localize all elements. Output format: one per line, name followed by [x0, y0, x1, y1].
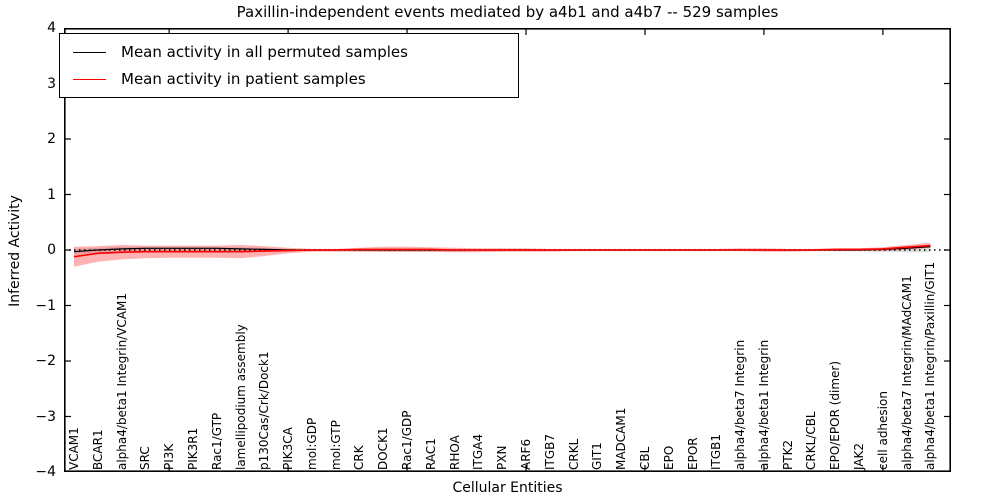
x-category-label: alpha4/beta7 Integrin [733, 339, 748, 470]
x-category-label: ITGA4 [471, 433, 486, 470]
x-category-label: Rac1/GTP [209, 412, 224, 470]
x-category-label: VCAM1 [67, 427, 81, 470]
legend-line-sample [73, 51, 106, 53]
y-tick-label: 3 [47, 75, 56, 92]
x-category-label: EPOR [685, 437, 700, 470]
x-category-label: EPO [661, 445, 676, 470]
x-category-label: ITGB7 [542, 433, 557, 470]
x-category-label: alpha4/beta1 Integrin/VCAM1 [114, 293, 129, 470]
x-category-label: RHOA [447, 435, 462, 470]
x-category-label: DOCK1 [376, 427, 391, 470]
y-tick-label: 0 [47, 242, 56, 258]
y-tick-label: −1 [35, 297, 56, 314]
plot-area [64, 27, 952, 473]
x-category-label: JAK2 [852, 442, 867, 470]
legend: Mean activity in all permuted samples Mea… [59, 33, 519, 98]
legend-label: Mean activity in all permuted samples [121, 43, 408, 61]
x-category-label: alpha4/beta1 Integrin [756, 339, 771, 470]
x-category-label: Rac1/GDP [400, 410, 415, 470]
x-category-label: PI3K [162, 443, 177, 470]
x-category-label: CBL [637, 446, 652, 470]
y-tick-label: 1 [47, 186, 56, 203]
x-category-label: CRKL [566, 438, 581, 470]
x-category-label: PIK3CA [281, 427, 296, 470]
x-category-label: lamellipodium assembly [233, 324, 248, 470]
x-category-label: PXN [495, 445, 510, 470]
x-category-label: CRKL/CBL [804, 411, 819, 470]
x-category-label: ARF6 [519, 438, 533, 470]
y-tick-label: −2 [35, 353, 56, 369]
legend-entry: Mean activity in patient samples [73, 70, 518, 88]
x-category-label: CRK [352, 445, 367, 470]
plot-canvas [64, 27, 952, 473]
x-category-label: RAC1 [423, 438, 438, 470]
x-category-label: GIT1 [590, 442, 605, 470]
x-category-label: PTK2 [780, 439, 795, 470]
legend-label: Mean activity in patient samples [121, 70, 366, 88]
x-category-label: EPO/EPOR (dimer) [828, 360, 843, 470]
x-category-label: ITGB1 [709, 433, 724, 470]
x-category-label: BCAR1 [90, 429, 105, 470]
y-tick-label: 2 [47, 131, 56, 147]
patient-samples-band [74, 242, 931, 267]
y-tick-label: −3 [35, 408, 56, 425]
x-category-label: PIK3R1 [185, 427, 200, 470]
x-category-label: MADCAM1 [614, 407, 629, 470]
x-category-label: SRC [138, 446, 153, 470]
x-category-label: mol:GDP [304, 417, 319, 470]
patient-mean-line [73, 244, 931, 258]
x-category-label: p130Cas/Crk/Dock1 [257, 351, 272, 470]
x-category-label: mol:GTP [328, 420, 343, 470]
axes-frame [64, 28, 952, 472]
x-category-label: alpha4/beta7 Integrin/MAdCAM1 [899, 275, 914, 470]
x-category-label: alpha4/beta1 Integrin/Paxillin/GIT1 [923, 261, 938, 470]
chart-title: Paxillin-independent events mediated by … [236, 3, 779, 21]
y-tick-label: −4 [35, 464, 56, 480]
legend-entry: Mean activity in all permuted samples [73, 43, 518, 61]
y-tick-label: 4 [47, 20, 56, 36]
legend-line-sample [73, 78, 106, 80]
x-category-label: cell adhesion [875, 391, 890, 470]
x-axis-label: Cellular Entities [452, 480, 563, 496]
